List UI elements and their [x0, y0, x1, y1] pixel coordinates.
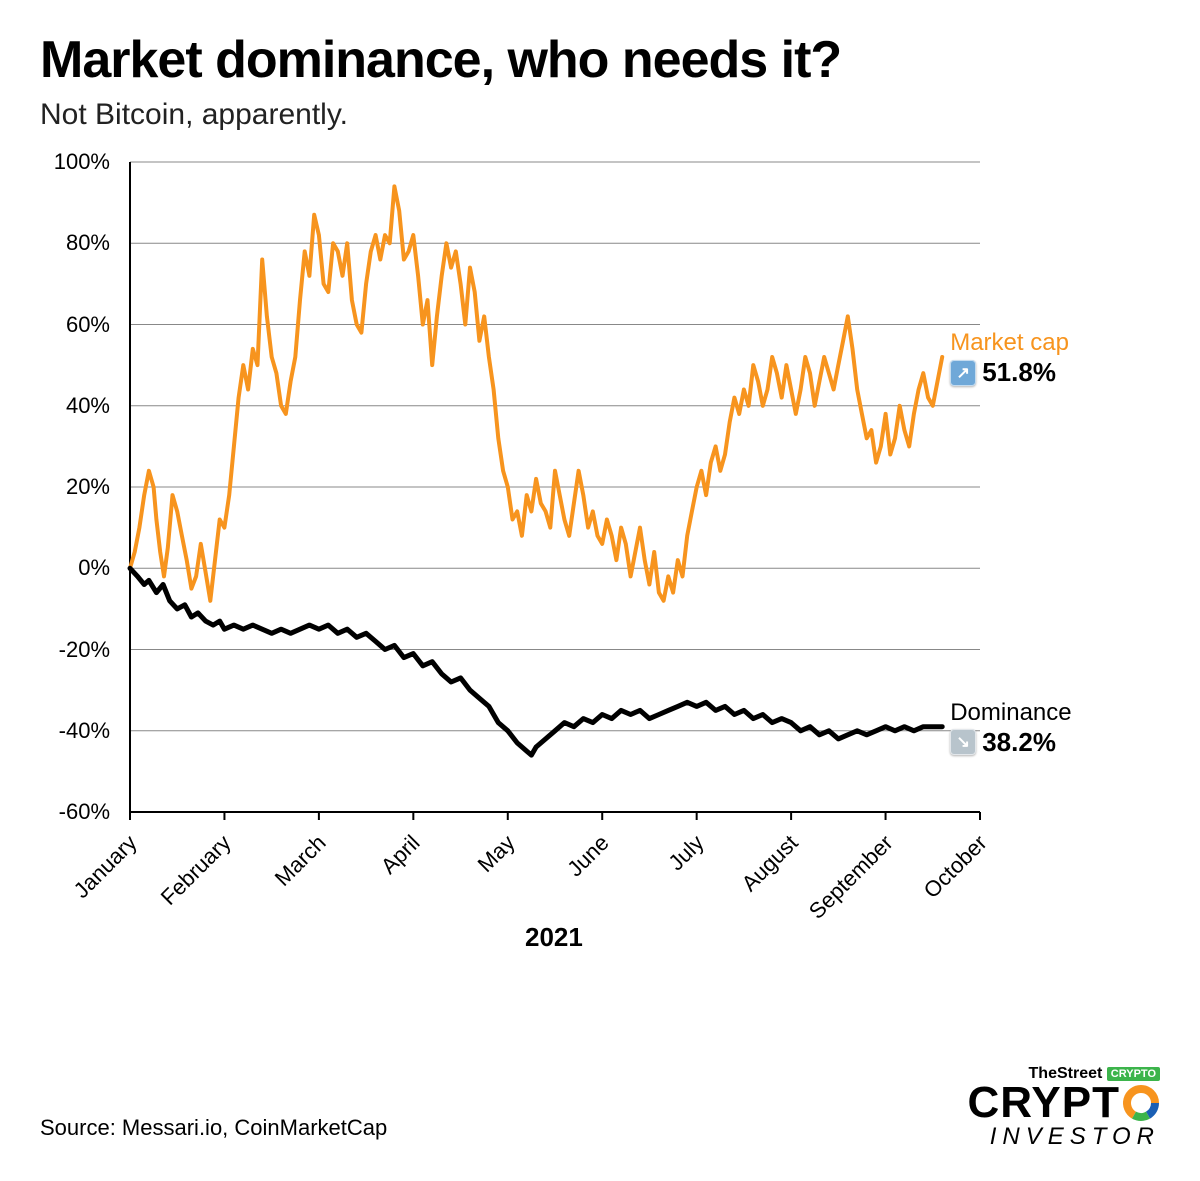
source-text: Source: Messari.io, CoinMarketCap	[40, 1115, 387, 1141]
y-tick-label: 0%	[78, 555, 110, 581]
chart-area: -60%-40%-20%0%20%40%60%80%100% JanuaryFe…	[40, 152, 1160, 952]
y-tick-label: -40%	[59, 718, 110, 744]
y-tick-label: 100%	[54, 149, 110, 175]
arrow-down-icon: ↘	[950, 729, 976, 755]
chart-subtitle: Not Bitcoin, apparently.	[40, 98, 1160, 132]
y-tick-label: -20%	[59, 637, 110, 663]
y-tick-label: 40%	[66, 393, 110, 419]
y-tick-label: 60%	[66, 312, 110, 338]
brand-logo: TheStreet CRYPTO CRYPT INVESTOR	[968, 1065, 1161, 1151]
series-name: Market cap	[950, 329, 1069, 357]
brand-main-line: CRYPT	[968, 1083, 1161, 1123]
series-value-text: 38.2%	[982, 727, 1056, 758]
y-tick-label: -60%	[59, 799, 110, 825]
series-value-row: ↘38.2%	[950, 727, 1071, 758]
x-axis-title: 2021	[525, 922, 583, 953]
y-tick-label: 80%	[66, 230, 110, 256]
brand-sub-line: INVESTOR	[968, 1123, 1161, 1151]
arrow-up-icon: ↗	[950, 360, 976, 386]
series-value-row: ↗51.8%	[950, 357, 1069, 388]
series-end-label: Market cap↗51.8%	[950, 329, 1069, 388]
y-tick-label: 20%	[66, 474, 110, 500]
series-name: Dominance	[950, 699, 1071, 727]
series-value-text: 51.8%	[982, 357, 1056, 388]
series-end-label: Dominance↘38.2%	[950, 699, 1071, 758]
brand-main-text: CRYPT	[968, 1083, 1121, 1123]
chart-svg	[40, 152, 1160, 952]
brand-ring-icon	[1122, 1084, 1160, 1122]
chart-title: Market dominance, who needs it?	[40, 30, 1160, 90]
